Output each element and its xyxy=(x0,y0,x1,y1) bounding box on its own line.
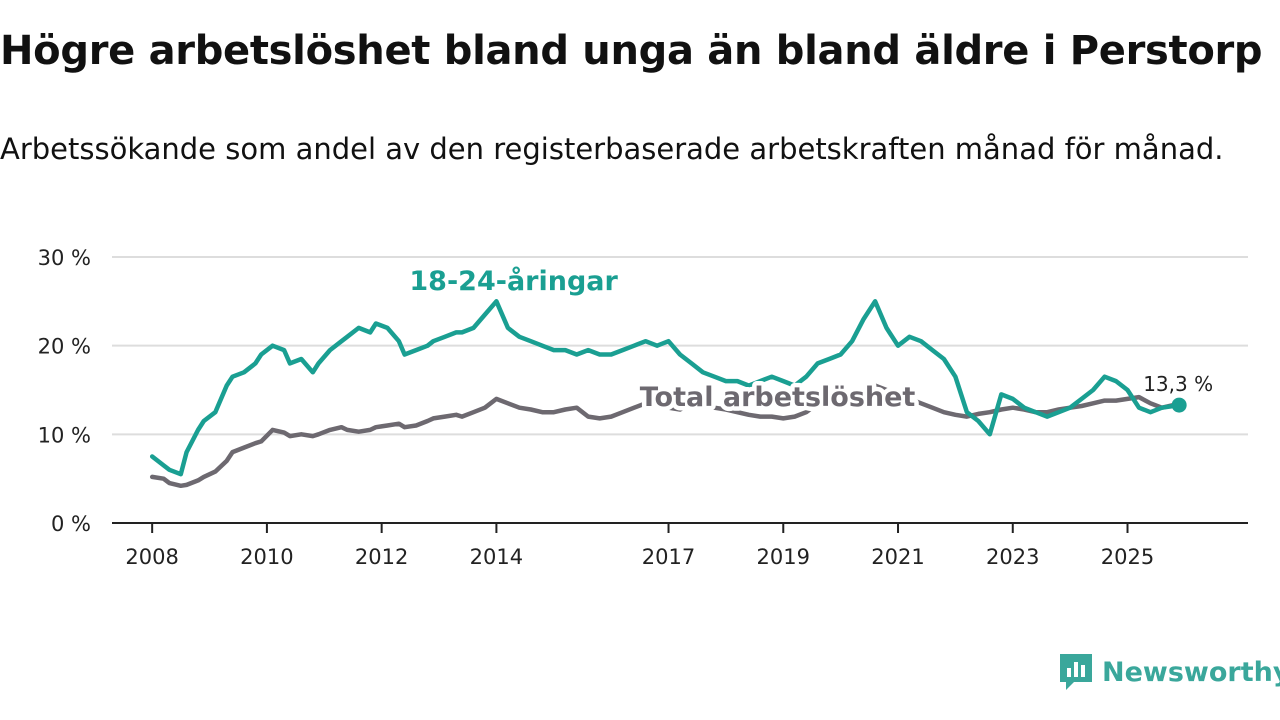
series-line-youth xyxy=(149,299,1182,477)
x-tick-label: 2023 xyxy=(986,545,1039,569)
x-tick-label: 2017 xyxy=(642,545,695,569)
y-tick-label: 10 % xyxy=(38,423,91,447)
y-tick-label: 0 % xyxy=(51,512,91,536)
end-point-marker xyxy=(1171,397,1187,413)
end-annotation: 13,3 % xyxy=(1140,369,1216,413)
end-value-label: 13,3 % xyxy=(1143,372,1213,396)
series-label-total: Total arbetslöshet xyxy=(640,382,916,413)
y-tick-label: 30 % xyxy=(38,246,91,270)
line-chart: 0 % 10 % 20 % 30 % 2008 2010 2012 2014 2017 2019… xyxy=(38,246,1248,569)
series-line-total xyxy=(149,383,1182,489)
x-tick-label: 2019 xyxy=(757,545,810,569)
series-labels: 18-24-åringar Total arbetslöshet xyxy=(405,260,920,417)
y-tick-label: 20 % xyxy=(38,335,91,359)
x-axis-ticks: 2008 2010 2012 2014 2017 2019 2021 2023 2025 xyxy=(125,523,1154,569)
brand-name: Newsworthy xyxy=(1102,656,1280,688)
x-tick-label: 2021 xyxy=(871,545,924,569)
gridlines xyxy=(112,256,1248,524)
chart-subtitle: Arbetssökande som andel av den registerb… xyxy=(0,132,1224,166)
x-tick-label: 2008 xyxy=(125,545,178,569)
chart-title: Högre arbetslöshet bland unga än bland ä… xyxy=(0,28,1263,74)
x-tick-label: 2025 xyxy=(1101,545,1154,569)
y-axis-ticks: 0 % 10 % 20 % 30 % xyxy=(38,246,91,536)
x-tick-label: 2012 xyxy=(355,545,408,569)
x-tick-label: 2010 xyxy=(240,545,293,569)
series-label-youth: 18-24-åringar xyxy=(409,265,618,297)
x-tick-label: 2014 xyxy=(470,545,523,569)
series-lines xyxy=(149,299,1182,489)
newsworthy-logo[interactable]: Newsworthy xyxy=(1058,652,1280,692)
newsworthy-icon xyxy=(1060,654,1092,690)
